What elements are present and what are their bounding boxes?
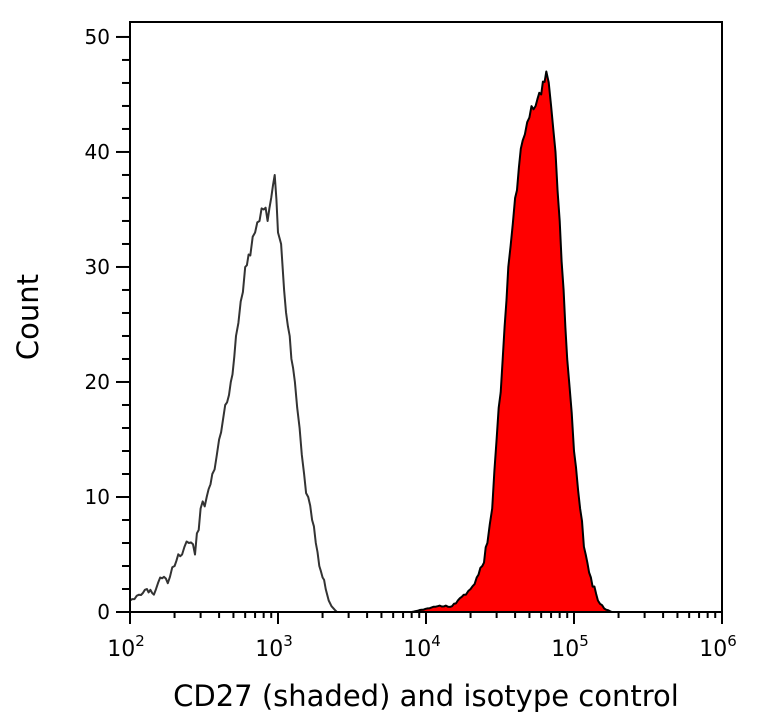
tick-exponent: 4 [431,632,441,650]
tick-exponent: 6 [727,632,737,650]
tick-base: 10 [403,637,431,662]
y-tick-label: 30 [85,255,110,279]
plot-frame [129,21,723,613]
tick-base: 10 [107,637,135,662]
y-tick-label: 50 [85,25,110,49]
y-tick-label: 0 [97,600,110,624]
x-tick-label: 103 [255,632,293,662]
tick-base: 10 [699,637,727,662]
y-tick-label: 40 [85,140,110,164]
x-tick-label: 102 [107,632,145,662]
y-tick-label: 20 [85,370,110,394]
cd27-series-fill [367,71,625,612]
y-tick-label: 10 [85,485,110,509]
x-tick-label: 106 [699,632,737,662]
x-axis-title: CD27 (shaded) and isotype control [173,679,679,713]
y-axis-title: Count [11,274,45,360]
x-tick-label: 105 [551,632,589,662]
tick-exponent: 5 [579,632,589,650]
tick-exponent: 2 [135,632,145,650]
tick-base: 10 [255,637,283,662]
isotype-series-line [129,174,338,613]
tick-exponent: 3 [283,632,293,650]
x-tick-label: 104 [403,632,441,662]
tick-base: 10 [551,637,579,662]
plot-marks [129,70,625,613]
